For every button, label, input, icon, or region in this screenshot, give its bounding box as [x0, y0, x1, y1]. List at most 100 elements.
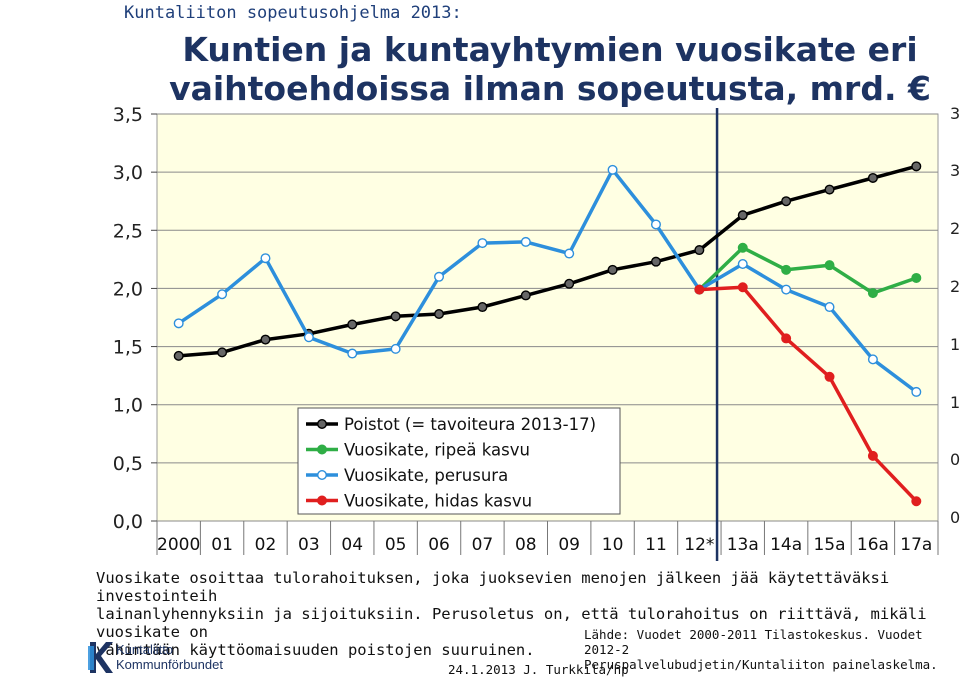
right-axis-fragment: 2 [950, 277, 960, 296]
data-point [824, 184, 835, 195]
right-axis-fragment: 3 [950, 161, 960, 180]
data-point [824, 371, 835, 382]
data-point [477, 302, 488, 313]
data-point [911, 386, 922, 397]
right-axis-fragment: 1 [950, 335, 960, 354]
data-point [260, 253, 271, 264]
data-point [520, 236, 531, 247]
kuntaliitto-logo: Kuntaliitto Kommunförbundet [86, 640, 266, 676]
x-tick-label: 11 [645, 535, 667, 555]
data-point [867, 172, 878, 183]
x-tick-label: 06 [428, 535, 450, 555]
logo-mark-icon [88, 642, 113, 673]
data-point [434, 271, 445, 282]
y-tick-label: 2,5 [113, 220, 143, 242]
x-tick-label: 17a [900, 535, 932, 555]
data-point [347, 348, 358, 359]
series-line-2 [177, 168, 918, 394]
x-tick-label: 07 [472, 535, 494, 555]
data-point [260, 334, 271, 345]
data-point [607, 264, 618, 275]
data-point [737, 242, 748, 253]
data-point [303, 332, 314, 343]
right-axis-fragment: 1 [950, 393, 960, 412]
x-tick-label: 10 [602, 535, 624, 555]
data-point [781, 284, 792, 295]
data-point [781, 196, 792, 207]
data-point [781, 333, 792, 344]
x-tick-label: 14a [770, 535, 802, 555]
data-point [867, 450, 878, 461]
series-line-0 [178, 164, 917, 358]
legend-label: Vuosikate, ripeä kasvu [344, 441, 530, 460]
y-tick-label: 1,5 [113, 337, 143, 359]
x-tick-label: 2000 [157, 535, 200, 555]
chart-svg: 0,0 0,5 1,0 1,5 2,0 2,5 3,0 3,5 2000 01 02 03 04 05 06… [113, 104, 939, 561]
data-point [173, 318, 184, 329]
data-point [347, 319, 358, 330]
data-point [217, 289, 228, 300]
data-point [173, 350, 184, 361]
data-point [867, 354, 878, 365]
series-line-1 [698, 245, 917, 295]
data-point [911, 496, 922, 507]
x-tick-label: 04 [341, 535, 363, 555]
data-point [564, 278, 575, 289]
x-tick-label: 16a [857, 535, 889, 555]
data-point [824, 302, 835, 313]
data-point [564, 248, 575, 259]
legend-label: Vuosikate, perusura [344, 466, 508, 485]
data-point [477, 238, 488, 249]
source-note: Lähde: Vuodet 2000-2011 Tilastokeskus. V… [584, 627, 938, 672]
data-point [694, 284, 705, 295]
data-point [737, 282, 748, 293]
legend-box [297, 407, 621, 515]
x-tick-label: 02 [255, 535, 277, 555]
caption-text: Vuosikate osoittaa tulorahoituksen, joka… [96, 569, 927, 659]
logo-text: Kuntaliitto Kommunförbundet [116, 642, 223, 672]
chart-title: Kuntien ja kuntayhtymien vuosikate eri v… [169, 30, 931, 108]
program-subtitle: Kuntaliiton sopeutusohjelma 2013: [124, 3, 462, 23]
x-tick-label: 09 [558, 535, 580, 555]
data-point [911, 272, 922, 283]
data-point [694, 245, 705, 256]
x-tick-label: 15a [813, 535, 845, 555]
right-axis-fragment: 2 [950, 219, 960, 238]
x-tick-label: 01 [211, 535, 233, 555]
y-tick-label: 3,5 [113, 104, 143, 126]
x-tick-label: 03 [298, 535, 320, 555]
data-point [737, 210, 748, 221]
x-tick-label: 12* [684, 535, 714, 555]
data-point [824, 260, 835, 271]
right-axis-fragment: 3 [950, 104, 960, 123]
legend-label: Poistot (= tavoiteura 2013-17) [344, 415, 596, 434]
y-tick-label: 0,5 [113, 453, 143, 475]
x-tick-label: 13a [727, 535, 759, 555]
legend-marker [317, 419, 328, 430]
x-tick-label: 08 [515, 535, 537, 555]
x-tick-label: 05 [385, 535, 407, 555]
legend-label: Vuosikate, hidas kasvu [344, 492, 532, 511]
legend-marker [317, 495, 328, 506]
y-tick-label: 2,0 [113, 278, 143, 300]
legend-marker [317, 470, 328, 481]
data-point [434, 309, 445, 320]
series-line-3 [699, 285, 918, 503]
right-axis-fragment: 0 [950, 450, 960, 469]
data-point [520, 290, 531, 301]
data-point [867, 288, 878, 299]
data-point [650, 256, 661, 267]
right-axis-fragment: 0 [950, 508, 960, 527]
legend-marker [317, 444, 328, 455]
data-point [911, 161, 922, 172]
data-point [607, 164, 618, 175]
footer-date: 24.1.2013 J. Turkkila/hp [448, 662, 629, 677]
y-tick-label: 3,0 [113, 162, 143, 184]
y-tick-label: 1,0 [113, 395, 143, 417]
data-point [650, 219, 661, 230]
data-point [737, 259, 748, 270]
data-point [781, 264, 792, 275]
data-point [217, 347, 228, 358]
y-tick-label: 0,0 [113, 511, 143, 533]
data-point [390, 311, 401, 322]
